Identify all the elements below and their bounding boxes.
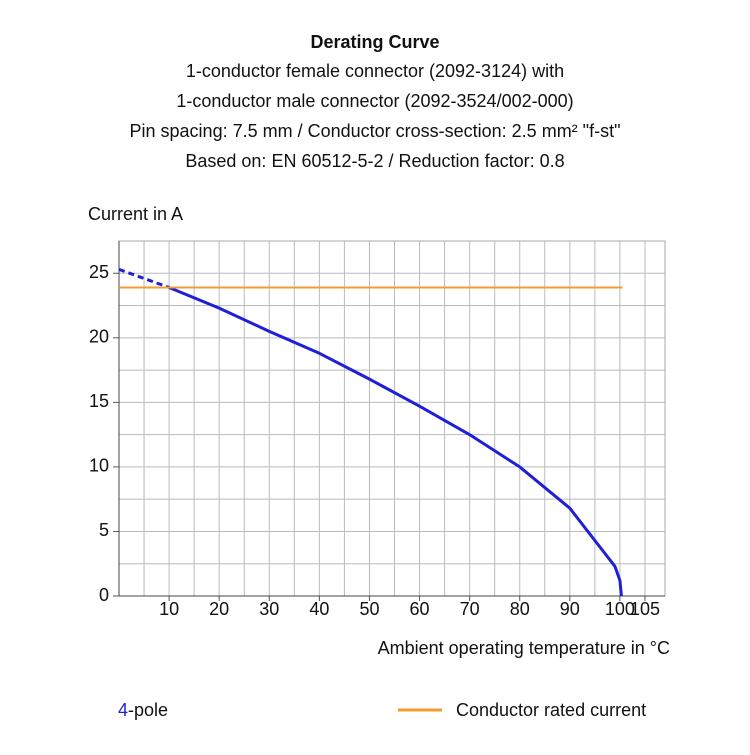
legend-label: 4-pole [118,700,168,720]
legend-label: Conductor rated current [456,700,646,720]
subtitle: Based on: EN 60512-5-2 / Reduction facto… [185,151,564,171]
x-tick-label: 100 [605,599,635,619]
subtitle: 1-conductor female connector (2092-3124)… [186,61,564,81]
x-tick-label: 30 [259,599,279,619]
y-tick-label: 20 [89,327,109,347]
series [118,267,623,597]
x-tick-label: 60 [410,599,430,619]
x-tick-label: 80 [510,599,530,619]
chart-title: Derating Curve [310,32,439,52]
x-tick-label: 90 [560,599,580,619]
plot-border [118,240,666,597]
y-axis-label: Current in A [88,204,183,224]
y-tick-label: 0 [99,585,109,605]
legend-label-part: -pole [128,700,168,720]
line [168,286,623,597]
x-axis-label: Ambient operating temperature in °C [378,638,670,658]
x-tick-label: 40 [309,599,329,619]
y-tick-label: 25 [89,262,109,282]
y-tick-label: 15 [89,391,109,411]
x-tick-label: 20 [209,599,229,619]
line-dashed [118,267,170,289]
subtitle: Pin spacing: 7.5 mm / Conductor cross-se… [130,121,621,141]
y-tick-label: 10 [89,456,109,476]
x-tick-label: 10 [159,599,179,619]
subtitle: 1-conductor male connector (2092-3524/00… [176,91,573,111]
x-tick-label: 50 [359,599,379,619]
x-tick-label: 105 [630,599,660,619]
legend-label-part: 4 [118,700,128,720]
y-tick-label: 5 [99,520,109,540]
x-tick-label: 70 [460,599,480,619]
